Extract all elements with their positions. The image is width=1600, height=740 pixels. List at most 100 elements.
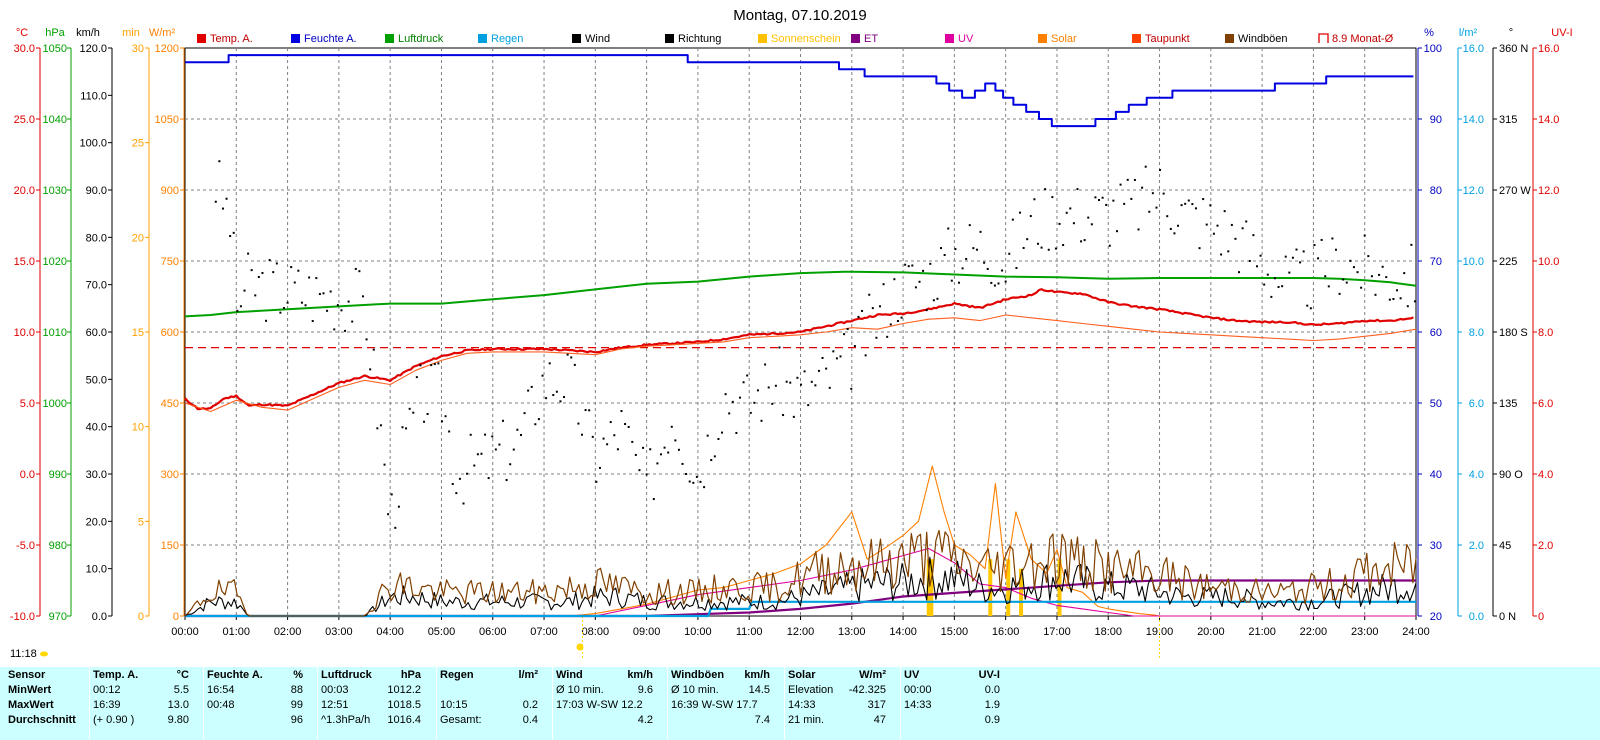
direction-dot: [469, 433, 472, 436]
stats-column-separator: [436, 667, 437, 740]
direction-dot: [1281, 285, 1284, 288]
direction-dot: [1087, 216, 1090, 219]
direction-dot: [433, 363, 436, 366]
direction-dot: [1130, 197, 1133, 200]
direction-dot: [742, 381, 745, 384]
direction-dot: [426, 413, 429, 416]
stats-row-value: 14.5: [748, 684, 770, 696]
stats-unit: l/m²: [518, 669, 538, 681]
direction-dot: [1054, 247, 1057, 250]
stats-row-value: 0.0: [984, 684, 1000, 696]
solar-axis-label: 1050: [155, 114, 179, 126]
direction-dot: [685, 473, 688, 476]
stats-row-value: 1012.2: [387, 684, 421, 696]
wind-axis-label: 30.0: [86, 469, 107, 481]
solar-axis-label: 450: [161, 398, 179, 410]
direction-dot: [275, 262, 278, 265]
x-tick-label: 11:00: [736, 626, 763, 638]
rain-axis-label: 0.0: [1469, 611, 1484, 623]
direction-dot: [1015, 266, 1018, 269]
direction-dot: [1076, 188, 1079, 191]
uv-axis-label: 16.0: [1538, 43, 1559, 55]
sunshine-axis-label: 25: [132, 138, 144, 150]
direction-dot: [1119, 183, 1122, 186]
sunshine-axis-unit: min: [122, 27, 140, 39]
pressure-axis-label: 1030: [43, 185, 67, 197]
solar-axis-label: 1200: [155, 43, 179, 55]
direction-dot: [225, 197, 228, 200]
stats-column-separator: [900, 667, 901, 740]
direction-dot: [1141, 186, 1144, 189]
direction-dot: [710, 459, 713, 462]
current-time-label: 11:18: [10, 648, 37, 660]
stats-row-time: 16:39 W-SW 17.7: [671, 699, 758, 711]
direction-dot: [983, 261, 986, 264]
direction-dot: [491, 435, 494, 438]
stats-unit: %: [293, 669, 303, 681]
direction-dot: [315, 277, 318, 280]
direction-dot: [480, 452, 483, 455]
direction-dot: [1338, 292, 1341, 295]
direction-dot: [918, 280, 921, 283]
sunshine-axis-label: 0: [138, 611, 144, 623]
direction-dot: [713, 455, 716, 458]
legend-item: Regen: [491, 33, 523, 45]
legend-swatch: [1132, 34, 1141, 43]
humidity-axis-label: 50: [1430, 398, 1442, 410]
direction-dot: [595, 480, 598, 483]
direction-dot: [624, 423, 627, 426]
legend-swatch: [758, 34, 767, 43]
direction-dot: [1252, 234, 1255, 237]
direction-dot: [936, 297, 939, 300]
stats-row-time: (+ 0.90 ): [93, 714, 135, 726]
sunshine-axis-label: 20: [132, 232, 144, 244]
direction-dot: [1022, 246, 1025, 249]
direction-dot: [282, 307, 285, 310]
direction-dot: [1266, 273, 1269, 276]
stats-unit: km/h: [627, 669, 653, 681]
direction-dot: [297, 269, 300, 272]
series-line-taupunkt: [184, 314, 1417, 413]
direction-dot: [308, 276, 311, 279]
humidity-axis-label: 100: [1424, 43, 1442, 55]
direction-dot: [1094, 196, 1097, 199]
stats-header: Regen: [440, 669, 474, 681]
chart-title: Montag, 07.10.2019: [733, 7, 866, 24]
direction-dot: [965, 257, 968, 260]
direction-dot: [462, 502, 465, 505]
direction-dot: [1198, 247, 1201, 250]
direction-dot: [814, 384, 817, 387]
direction-dot: [609, 421, 612, 424]
stats-column-separator: [667, 667, 668, 740]
rain-axis-label: 12.0: [1463, 185, 1484, 197]
direction-dot: [1413, 300, 1416, 303]
direction-axis-unit: °: [1509, 27, 1513, 39]
direction-dot: [663, 446, 666, 449]
stats-row-value: 0.4: [522, 714, 538, 726]
direction-dot: [1036, 242, 1039, 245]
legend-swatch: [197, 34, 206, 43]
stats-column-separator: [317, 667, 318, 740]
direction-dot: [344, 329, 347, 332]
direction-dot: [502, 419, 505, 422]
legend-swatch: [1318, 33, 1329, 43]
direction-dot: [929, 262, 932, 265]
temp-axis-label: 10.0: [14, 327, 35, 339]
direction-dot: [239, 305, 242, 308]
direction-dot: [1295, 248, 1298, 251]
direction-dot: [415, 376, 418, 379]
direction-dot: [947, 227, 950, 230]
direction-dot: [1155, 206, 1158, 209]
direction-dot: [882, 283, 885, 286]
direction-dot: [286, 301, 289, 304]
stats-row-time: 14:33: [788, 699, 816, 711]
direction-dot: [1151, 192, 1154, 195]
direction-dot: [336, 304, 339, 307]
x-tick-label: 18:00: [1094, 626, 1122, 638]
direction-dot: [975, 248, 978, 251]
legend-swatch: [1225, 34, 1234, 43]
direction-dot: [584, 409, 587, 412]
stats-unit: °C: [176, 669, 189, 681]
direction-dot: [455, 492, 458, 495]
direction-dot: [214, 200, 217, 203]
